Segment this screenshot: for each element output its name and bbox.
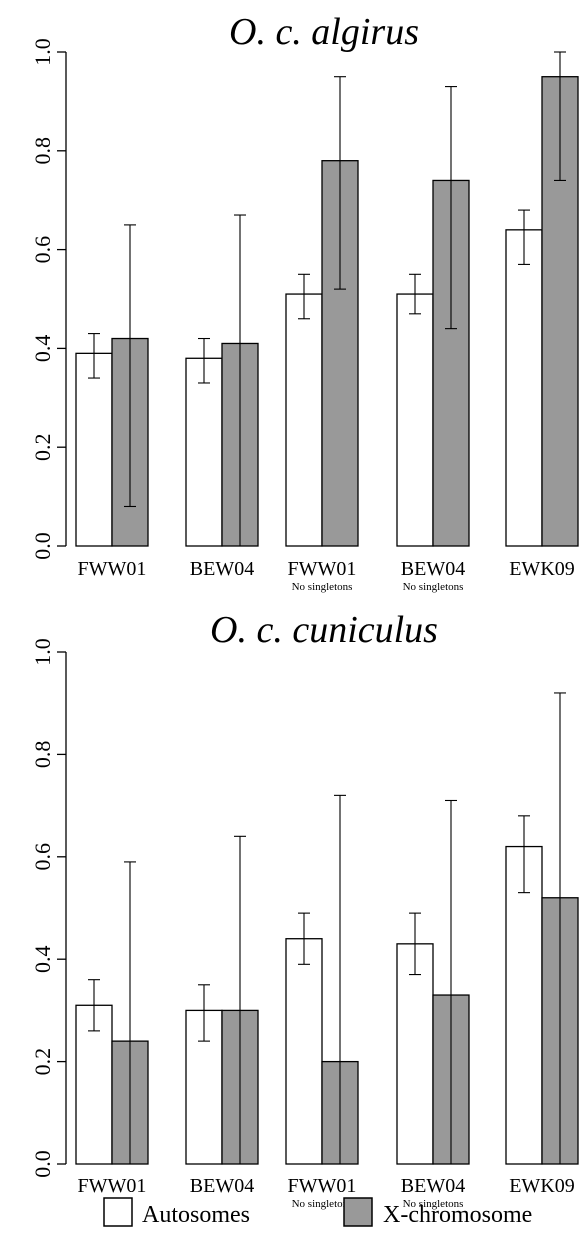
bar-autosomes — [396, 943, 434, 1165]
x-tick-label: FWW01 — [288, 558, 357, 580]
bar-autosomes — [285, 293, 323, 547]
x-tick-label: EWK09 — [509, 558, 575, 580]
x-tick-label: BEW04 — [190, 1175, 254, 1197]
y-tick-label: 0.2 — [30, 433, 55, 461]
bar-autosomes — [285, 938, 323, 1165]
bar-autosomes — [75, 352, 113, 547]
y-tick-label: 0.0 — [30, 1150, 55, 1178]
x-tick-sublabel: No singletons — [292, 581, 353, 593]
chart-title: O. c. algirus — [229, 11, 419, 53]
x-tick-label: BEW04 — [401, 558, 465, 580]
y-tick-label: 0.8 — [30, 137, 55, 165]
x-tick-label: BEW04 — [401, 1175, 465, 1197]
y-tick-label: 1.0 — [30, 38, 55, 66]
x-tick-sublabel: No singletons — [403, 1198, 464, 1210]
x-tick-label: BEW04 — [190, 558, 254, 580]
y-tick-label: 1.0 — [30, 638, 55, 666]
legend-label-autosomes: Autosomes — [142, 1202, 250, 1228]
x-tick-label: FWW01 — [288, 1175, 357, 1197]
legend-swatch-autosomes — [103, 1197, 133, 1227]
chart-algirus: O. c. algirus 0.0 0.2 0.4 0.6 0.8 1.0 FWW01 BEW… — [30, 11, 579, 593]
x-tick-label: FWW01 — [78, 558, 147, 580]
legend: Autosomes X-chromosome — [103, 1197, 532, 1228]
chart-title: O. c. cuniculus — [210, 609, 438, 651]
bar-autosomes — [505, 845, 543, 1165]
y-tick-label: 0.6 — [30, 236, 55, 264]
chart-cuniculus: O. c. cuniculus 0.0 0.2 0.4 0.6 0.8 1.0 FWW01 B… — [30, 609, 579, 1210]
y-tick-label: 0.2 — [30, 1048, 55, 1076]
bar-autosomes — [396, 293, 434, 547]
legend-swatch-x-chromosome — [343, 1197, 373, 1227]
x-tick-label: EWK09 — [509, 1175, 575, 1197]
legend-label-x-chromosome: X-chromosome — [383, 1202, 532, 1228]
y-tick-label: 0.0 — [30, 532, 55, 560]
bar-autosomes — [185, 357, 223, 547]
x-tick-sublabel: No singletons — [403, 581, 464, 593]
y-tick-label: 0.6 — [30, 843, 55, 871]
y-tick-label: 0.4 — [30, 945, 55, 973]
bar-autosomes — [505, 229, 543, 547]
y-tick-label: 0.8 — [30, 741, 55, 769]
x-tick-sublabel: No singletons — [292, 1198, 353, 1210]
x-tick-label: FWW01 — [78, 1175, 147, 1197]
y-tick-label: 0.4 — [30, 335, 55, 363]
